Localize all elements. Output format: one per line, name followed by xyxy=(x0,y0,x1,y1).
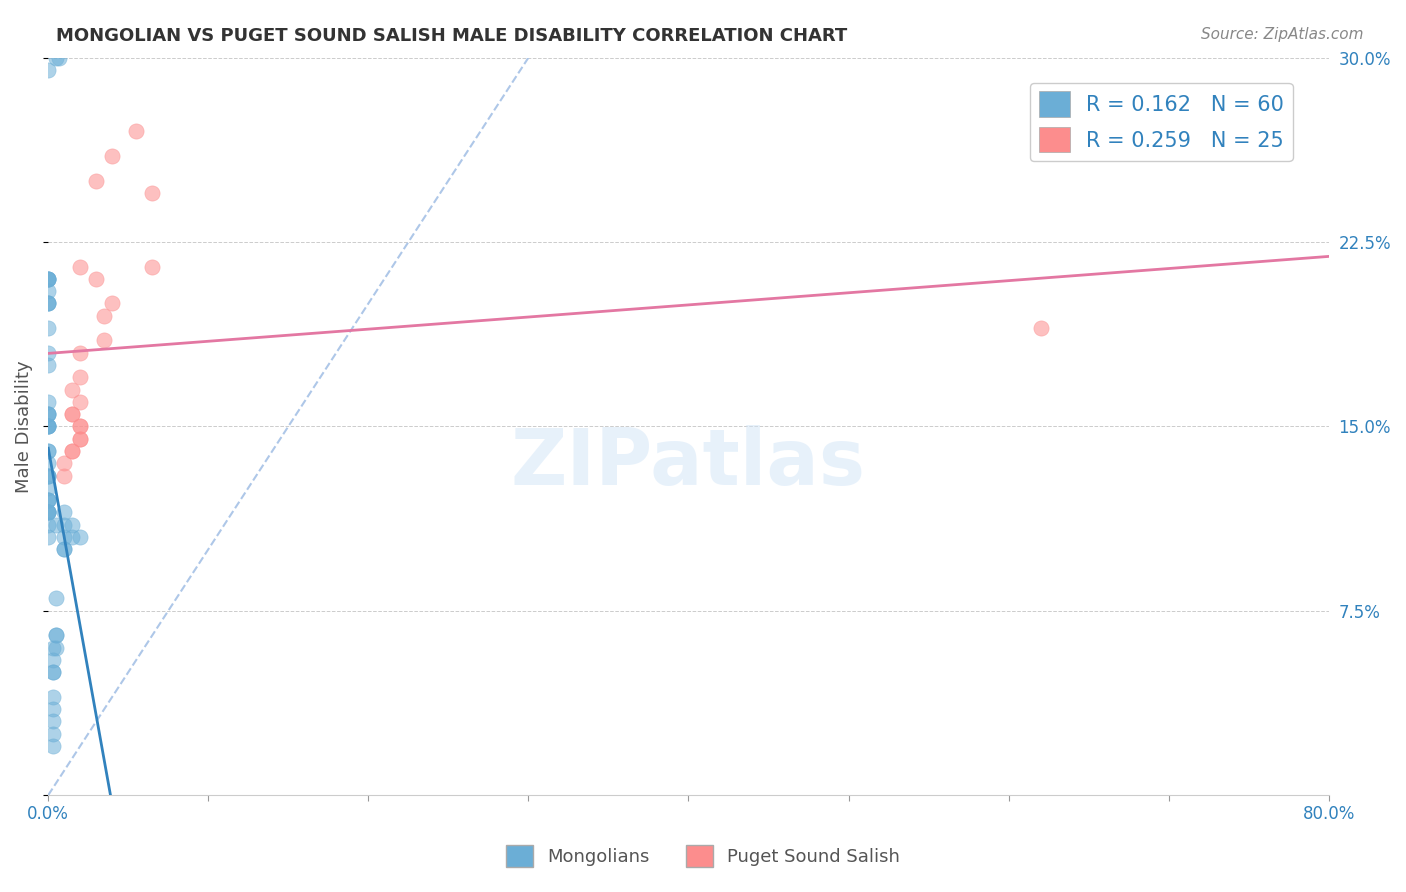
Point xyxy=(37,296,59,310)
Point xyxy=(45,628,67,642)
Point xyxy=(37,419,59,434)
Point xyxy=(53,505,76,519)
Point xyxy=(60,444,83,458)
Point xyxy=(37,419,59,434)
Point xyxy=(60,530,83,544)
Point xyxy=(48,51,70,65)
Point xyxy=(37,444,59,458)
Point xyxy=(45,517,67,532)
Point xyxy=(37,345,59,359)
Point xyxy=(60,407,83,421)
Point xyxy=(37,505,59,519)
Point xyxy=(69,432,91,446)
Point xyxy=(1029,321,1052,335)
Point xyxy=(37,456,59,470)
Point xyxy=(37,505,59,519)
Point xyxy=(42,640,65,655)
Point xyxy=(37,505,59,519)
Point xyxy=(42,665,65,680)
Point xyxy=(69,432,91,446)
Text: MONGOLIAN VS PUGET SOUND SALISH MALE DISABILITY CORRELATION CHART: MONGOLIAN VS PUGET SOUND SALISH MALE DIS… xyxy=(56,27,848,45)
Point xyxy=(42,714,65,729)
Point xyxy=(141,186,163,200)
Point xyxy=(37,407,59,421)
Point xyxy=(53,456,76,470)
Point xyxy=(42,702,65,716)
Point xyxy=(69,370,91,384)
Point xyxy=(60,383,83,397)
Point xyxy=(101,296,124,310)
Point xyxy=(37,493,59,508)
Point xyxy=(37,468,59,483)
Point xyxy=(69,345,91,359)
Point xyxy=(37,407,59,421)
Point xyxy=(84,272,107,286)
Point xyxy=(53,542,76,557)
Legend: R = 0.162   N = 60, R = 0.259   N = 25: R = 0.162 N = 60, R = 0.259 N = 25 xyxy=(1031,83,1292,161)
Point xyxy=(93,309,115,323)
Point xyxy=(45,51,67,65)
Point xyxy=(37,407,59,421)
Point xyxy=(37,419,59,434)
Y-axis label: Male Disability: Male Disability xyxy=(15,360,32,492)
Point xyxy=(53,517,76,532)
Point xyxy=(60,407,83,421)
Point xyxy=(37,296,59,310)
Point xyxy=(37,272,59,286)
Point xyxy=(37,493,59,508)
Point xyxy=(37,468,59,483)
Point xyxy=(69,260,91,274)
Text: Source: ZipAtlas.com: Source: ZipAtlas.com xyxy=(1201,27,1364,42)
Point xyxy=(84,173,107,187)
Point xyxy=(101,149,124,163)
Point xyxy=(69,419,91,434)
Point xyxy=(42,690,65,704)
Point xyxy=(42,653,65,667)
Point xyxy=(45,628,67,642)
Point xyxy=(45,591,67,606)
Point xyxy=(37,468,59,483)
Point xyxy=(53,530,76,544)
Point xyxy=(69,394,91,409)
Point xyxy=(37,419,59,434)
Point xyxy=(60,517,83,532)
Point xyxy=(141,260,163,274)
Point xyxy=(37,444,59,458)
Point xyxy=(37,272,59,286)
Point xyxy=(42,726,65,740)
Point xyxy=(53,468,76,483)
Point xyxy=(37,272,59,286)
Point xyxy=(93,334,115,348)
Point xyxy=(37,272,59,286)
Point xyxy=(45,640,67,655)
Point xyxy=(37,62,59,77)
Point xyxy=(125,124,148,138)
Point xyxy=(53,542,76,557)
Point xyxy=(60,444,83,458)
Point xyxy=(42,665,65,680)
Point xyxy=(37,505,59,519)
Text: ZIPatlas: ZIPatlas xyxy=(510,425,866,501)
Point xyxy=(69,530,91,544)
Point xyxy=(37,493,59,508)
Point xyxy=(37,321,59,335)
Point xyxy=(37,394,59,409)
Point xyxy=(42,739,65,753)
Point xyxy=(37,481,59,495)
Point xyxy=(37,284,59,298)
Legend: Mongolians, Puget Sound Salish: Mongolians, Puget Sound Salish xyxy=(499,838,907,874)
Point xyxy=(37,530,59,544)
Point xyxy=(69,419,91,434)
Point xyxy=(37,296,59,310)
Point xyxy=(37,358,59,372)
Point xyxy=(37,517,59,532)
